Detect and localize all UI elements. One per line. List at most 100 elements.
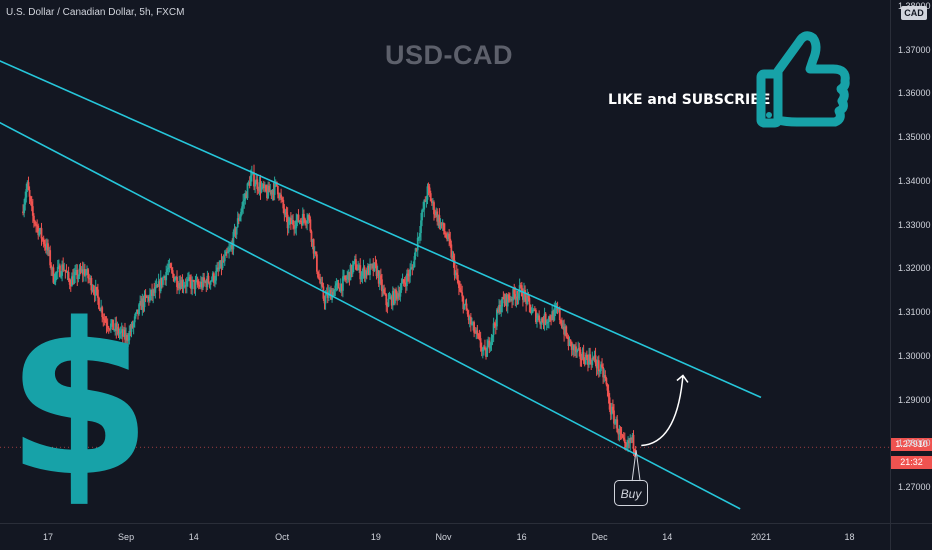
candle-body <box>165 272 168 281</box>
time-tick-label: Oct <box>275 532 290 542</box>
candle-body <box>563 327 566 335</box>
candle-body <box>360 275 363 280</box>
candle-body <box>179 283 182 289</box>
candle-body <box>105 322 108 326</box>
candle-body <box>35 224 37 226</box>
candle-body <box>141 298 144 310</box>
candle-body <box>164 276 166 281</box>
candle-body <box>291 220 293 224</box>
candle-body <box>268 185 271 193</box>
candle-body <box>424 200 427 202</box>
candle-body <box>77 276 80 280</box>
candle-body <box>143 294 146 308</box>
bar-countdown: 21:32 <box>891 456 932 469</box>
candle-body <box>38 231 41 236</box>
candle-body <box>169 264 172 268</box>
candle-body <box>582 352 585 362</box>
candle-body <box>433 202 435 215</box>
candle-body <box>423 200 426 210</box>
candle-body <box>125 334 127 340</box>
candle-body <box>436 211 439 222</box>
candle-body <box>259 182 262 193</box>
candle-body <box>503 299 506 304</box>
candle-body <box>167 267 170 270</box>
candle-body <box>340 283 343 291</box>
candle-body <box>254 184 256 187</box>
candle-body <box>629 437 632 444</box>
candle-body <box>465 303 468 311</box>
candle-body <box>395 289 397 294</box>
candle-body <box>448 233 451 239</box>
candle-body <box>589 354 592 362</box>
candle-body <box>353 259 356 262</box>
candle-body <box>485 348 487 357</box>
candle-body <box>418 233 421 237</box>
candle-body <box>72 276 74 285</box>
candle-body <box>86 269 88 274</box>
lower-channel-line <box>0 121 741 510</box>
candle-body <box>100 307 103 312</box>
candle-body <box>455 272 458 275</box>
currency-badge[interactable]: CAD <box>901 6 927 20</box>
candle-body <box>287 221 290 229</box>
candle-body <box>309 219 312 232</box>
candle-body <box>115 323 118 332</box>
candle-body <box>136 309 138 313</box>
candle-body <box>219 260 222 268</box>
candle-body <box>31 206 34 216</box>
candle-body <box>376 270 379 276</box>
candle-body <box>468 316 471 321</box>
candle-body <box>283 208 286 215</box>
candle-body <box>490 337 493 346</box>
candle-body <box>334 285 337 290</box>
candle-body <box>128 330 131 341</box>
candle-body <box>52 267 55 283</box>
candle-body <box>137 309 139 315</box>
candle-body <box>113 329 116 331</box>
candle-body <box>296 214 299 221</box>
candle-body <box>183 285 186 287</box>
candle-body <box>628 440 631 444</box>
candle-body <box>494 325 497 327</box>
candle-body <box>184 285 187 287</box>
candle-body <box>508 298 511 301</box>
candle-body <box>144 294 147 297</box>
symbol-info[interactable]: U.S. Dollar / Canadian Dollar, 5h, FXCM <box>6 7 185 18</box>
candle-body <box>389 296 392 299</box>
candle-body <box>79 268 82 272</box>
candle-body <box>106 325 109 328</box>
candle-body <box>255 179 258 185</box>
candle-body <box>216 267 219 272</box>
candle-body <box>551 311 554 321</box>
candle-body <box>413 256 416 268</box>
time-tick-label: Sep <box>118 532 135 542</box>
candle-body <box>66 272 69 274</box>
candle-body <box>288 218 291 222</box>
candle-body <box>314 251 317 255</box>
candle-body <box>196 280 199 285</box>
candle-body <box>98 297 100 309</box>
candle-body <box>615 419 618 422</box>
candle-body <box>127 340 130 342</box>
candle-body <box>229 248 232 250</box>
candle-body <box>511 299 513 301</box>
candle-body <box>475 330 478 333</box>
candle-body <box>346 275 349 280</box>
candle-body <box>304 218 306 223</box>
candle-body <box>257 188 260 191</box>
candle-body <box>206 275 209 288</box>
candle-body <box>193 280 196 290</box>
candle-body <box>299 220 302 222</box>
candle-body <box>300 220 303 226</box>
candle-body <box>516 296 519 299</box>
price-tick-label: 1.34000 <box>898 175 931 186</box>
candle-body <box>217 267 220 270</box>
candle-body <box>370 264 373 266</box>
candle-body <box>361 271 364 276</box>
candle-body <box>90 278 93 291</box>
candle-body <box>461 292 464 297</box>
candle-body <box>504 294 507 304</box>
candle-body <box>562 327 564 329</box>
candle-body <box>202 277 204 288</box>
